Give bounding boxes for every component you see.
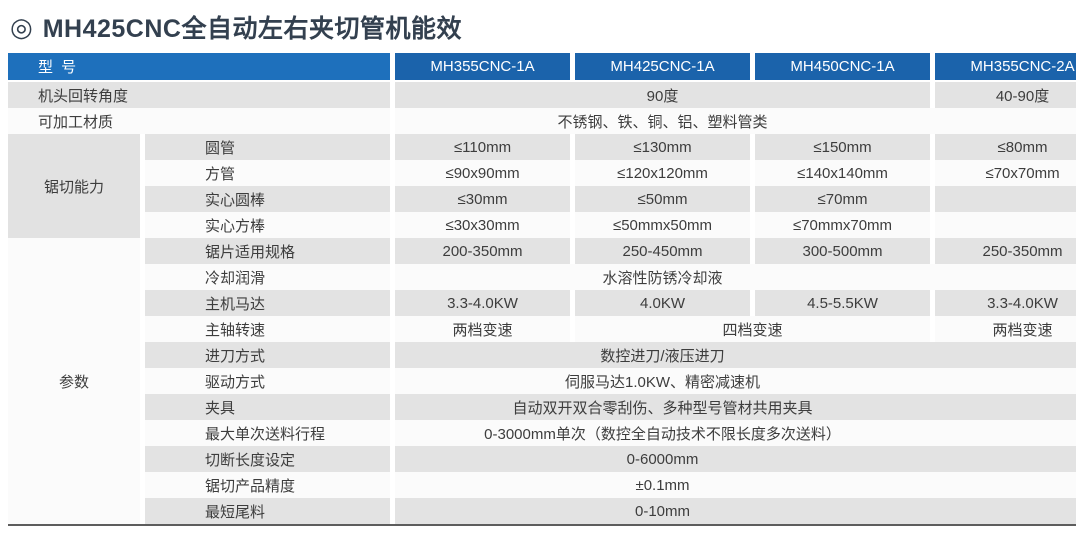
cell-value: 水溶性防锈冷却液 xyxy=(390,264,1076,290)
table-row: 机头回转角度 90度 40-90度 xyxy=(8,82,1076,108)
cell-value: ≤30mm xyxy=(390,186,571,212)
table-row: 最短尾料 0-10mm xyxy=(8,498,1076,524)
table-row: 主轴转速 两档变速 四档变速 两档变速 xyxy=(8,316,1076,342)
cell-value: 两档变速 xyxy=(930,316,1076,342)
row-label: 进刀方式 xyxy=(140,342,391,368)
row-label: 锯切产品精度 xyxy=(140,472,391,498)
cell-value: 0-3000mm单次（数控全自动技术不限长度多次送料） xyxy=(390,420,1076,446)
row-label: 方管 xyxy=(140,160,391,186)
table-row: 驱动方式 伺服马达1.0KW、精密减速机 xyxy=(8,368,1076,394)
group-label-sawing: 锯切能力 xyxy=(8,134,140,238)
model-header-cell: MH355CNC-2A xyxy=(930,53,1076,82)
model-header-cell: MH450CNC-1A xyxy=(750,53,931,82)
cell-value: 200-350mm xyxy=(390,238,571,264)
cell-value: 四档变速 xyxy=(570,316,931,342)
model-header-cell: MH355CNC-1A xyxy=(390,53,571,82)
cell-value: ≤140x140mm xyxy=(750,160,931,186)
cell-value: ≤70mmx70mm xyxy=(750,212,931,238)
row-label: 主轴转速 xyxy=(140,316,391,342)
cell-value: ≤50mmx50mm xyxy=(570,212,751,238)
table-row: 最大单次送料行程 0-3000mm单次（数控全自动技术不限长度多次送料） xyxy=(8,420,1076,446)
model-header-label: 型 号 xyxy=(8,53,391,82)
page-header: ◎ MH425CNC全自动左右夹切管机能效 xyxy=(0,0,1076,44)
table-header-row: 型 号 MH355CNC-1A MH425CNC-1A MH450CNC-1A … xyxy=(8,53,1076,82)
cell-value: 不锈钢、铁、铜、铝、塑料管类 xyxy=(390,108,1076,134)
page-title: MH425CNC全自动左右夹切管机能效 xyxy=(42,14,462,43)
table-row: 方管 ≤90x90mm ≤120x120mm ≤140x140mm ≤70x70… xyxy=(8,160,1076,186)
row-label: 实心方棒 xyxy=(140,212,391,238)
group-label-params: 参数 xyxy=(8,238,140,524)
cell-value: ±0.1mm xyxy=(390,472,1076,498)
cell-value: 250-450mm xyxy=(570,238,751,264)
cell-value: 4.5-5.5KW xyxy=(750,290,931,316)
row-label: 最大单次送料行程 xyxy=(140,420,391,446)
row-label: 冷却润滑 xyxy=(140,264,391,290)
cell-value: 40-90度 xyxy=(930,82,1076,108)
cell-value: 伺服马达1.0KW、精密减速机 xyxy=(390,368,1076,394)
spec-table: 型 号 MH355CNC-1A MH425CNC-1A MH450CNC-1A … xyxy=(8,53,1076,526)
bullseye-icon: ◎ xyxy=(10,11,33,42)
cell-value: ≤70x70mm xyxy=(930,160,1076,186)
row-label: 实心圆棒 xyxy=(140,186,391,212)
table-row: 进刀方式 数控进刀/液压进刀 xyxy=(8,342,1076,368)
table-row: 可加工材质 不锈钢、铁、铜、铝、塑料管类 xyxy=(8,108,1076,134)
cell-value: 0-6000mm xyxy=(390,446,1076,472)
cell-value xyxy=(930,212,1076,238)
cell-value: ≤50mm xyxy=(570,186,751,212)
cell-value: 0-10mm xyxy=(390,498,1076,524)
cell-value: 3.3-4.0KW xyxy=(930,290,1076,316)
cell-value: ≤110mm xyxy=(390,134,571,160)
table-row: 参数 锯片适用规格 200-350mm 250-450mm 300-500mm … xyxy=(8,238,1076,524)
row-label: 可加工材质 xyxy=(8,108,391,134)
cell-value: ≤120x120mm xyxy=(570,160,751,186)
cell-value: 3.3-4.0KW xyxy=(390,290,571,316)
table-row: 主机马达 3.3-4.0KW 4.0KW 4.5-5.5KW 3.3-4.0KW xyxy=(8,290,1076,316)
cell-value: ≤150mm xyxy=(750,134,931,160)
cell-value: 两档变速 xyxy=(390,316,571,342)
cell-value: 250-350mm xyxy=(930,238,1076,264)
row-label: 锯片适用规格 xyxy=(140,238,391,264)
cell-value: ≤90x90mm xyxy=(390,160,571,186)
cell-value: 自动双开双合零刮伤、多种型号管材共用夹具 xyxy=(390,394,1076,420)
row-label: 切断长度设定 xyxy=(140,446,391,472)
row-label: 机头回转角度 xyxy=(8,82,391,108)
cell-value: ≤30x30mm xyxy=(390,212,571,238)
cell-value: 数控进刀/液压进刀 xyxy=(390,342,1076,368)
cell-value: 300-500mm xyxy=(750,238,931,264)
table-row: 实心圆棒 ≤30mm ≤50mm ≤70mm xyxy=(8,186,1076,212)
table-row: 锯切产品精度 ±0.1mm xyxy=(8,472,1076,498)
table-row: 冷却润滑 水溶性防锈冷却液 xyxy=(8,264,1076,290)
row-label: 圆管 xyxy=(140,134,391,160)
cell-value: ≤80mm xyxy=(930,134,1076,160)
cell-value: ≤130mm xyxy=(570,134,751,160)
cell-value: ≤70mm xyxy=(750,186,931,212)
table-row: 切断长度设定 0-6000mm xyxy=(8,446,1076,472)
row-label: 夹具 xyxy=(140,394,391,420)
table-row: 锯切能力 圆管 ≤110mm ≤130mm ≤150mm ≤80mm xyxy=(8,134,1076,238)
table-row: 夹具 自动双开双合零刮伤、多种型号管材共用夹具 xyxy=(8,394,1076,420)
row-label: 主机马达 xyxy=(140,290,391,316)
row-label: 驱动方式 xyxy=(140,368,391,394)
cell-value: 4.0KW xyxy=(570,290,751,316)
model-header-cell: MH425CNC-1A xyxy=(570,53,751,82)
cell-value: 90度 xyxy=(390,82,931,108)
row-label: 最短尾料 xyxy=(140,498,391,524)
table-row: 实心方棒 ≤30x30mm ≤50mmx50mm ≤70mmx70mm xyxy=(8,212,1076,238)
cell-value xyxy=(930,186,1076,212)
